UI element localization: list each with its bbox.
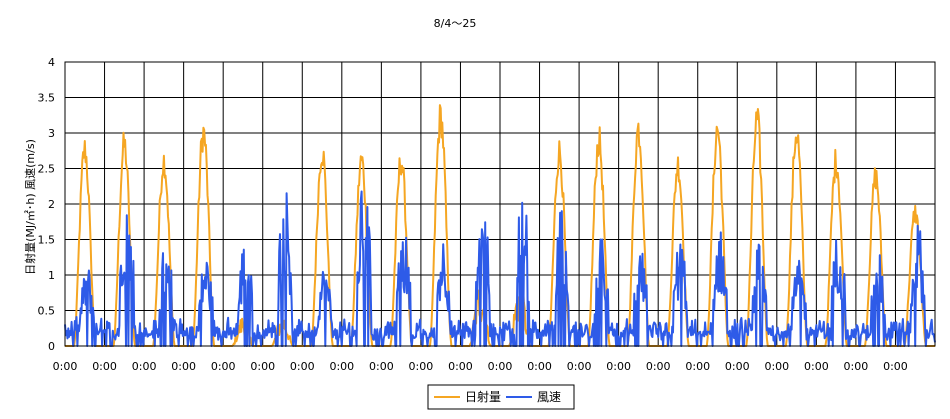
x-tick-label: 0:00 — [211, 360, 236, 373]
x-tick-label: 0:00 — [250, 360, 275, 373]
x-tick-label: 0:00 — [132, 360, 157, 373]
y-tick-label: 1.5 — [38, 234, 56, 247]
x-tick-label: 0:00 — [448, 360, 473, 373]
y-tick-label: 2 — [48, 198, 55, 211]
x-tick-label: 0:00 — [883, 360, 908, 373]
x-tick-label: 0:00 — [290, 360, 315, 373]
x-tick-label: 0:00 — [329, 360, 354, 373]
x-tick-label: 0:00 — [171, 360, 196, 373]
chart-title: 8/4～25 — [434, 17, 477, 30]
x-tick-label: 0:00 — [606, 360, 631, 373]
legend-label: 風速 — [537, 390, 561, 404]
y-axis-label: 日射量(MJ/㎡･h) 風速(m/s) — [23, 139, 37, 275]
x-tick-label: 0:00 — [488, 360, 513, 373]
y-tick-label: 2.5 — [38, 163, 56, 176]
plot-area: 0 0.5 1 1.5 2 2.5 3 3.5 4 0:00 0:00 0:00 0:00 0:00 0:0… — [38, 56, 936, 373]
x-tick-label: 0:00 — [53, 360, 78, 373]
y-tick-label: 0.5 — [38, 305, 56, 318]
x-tick-label: 0:00 — [527, 360, 552, 373]
y-tick-label: 1 — [48, 269, 55, 282]
y-tick-label: 4 — [48, 56, 55, 69]
x-tick-label: 0:00 — [567, 360, 592, 373]
x-tick-label: 0:00 — [409, 360, 434, 373]
y-tick-label: 0 — [48, 340, 55, 353]
x-tick-label: 0:00 — [725, 360, 750, 373]
y-tick-label: 3.5 — [38, 92, 56, 105]
y-tick-label: 3 — [48, 127, 55, 140]
legend-label: 日射量 — [465, 389, 501, 404]
x-tick-label: 0:00 — [369, 360, 394, 373]
x-tick-label: 0:00 — [646, 360, 671, 373]
x-tick-label: 0:00 — [844, 360, 869, 373]
x-tick-label: 0:00 — [804, 360, 829, 373]
x-tick-label: 0:00 — [764, 360, 789, 373]
legend: 日射量 風速 — [427, 384, 575, 410]
x-tick-label: 0:00 — [685, 360, 710, 373]
x-tick-label: 0:00 — [92, 360, 117, 373]
plot-border — [64, 61, 936, 347]
